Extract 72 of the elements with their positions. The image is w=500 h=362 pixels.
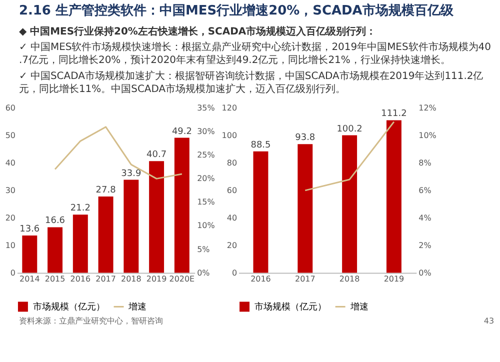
data-label: 111.2: [381, 109, 407, 120]
data-label: 40.7: [146, 150, 167, 160]
text: 43: [484, 316, 494, 326]
y-tick-label: 30: [5, 186, 16, 195]
y2-tick-label: 10%: [197, 221, 216, 230]
y2-tick-label: 6%: [418, 186, 432, 195]
x-tick-label: 2017: [96, 274, 116, 284]
legend-label: 增速: [349, 302, 368, 313]
data-label: 49.2: [172, 126, 192, 137]
bar: [298, 144, 313, 273]
data-label: 93.8: [295, 133, 316, 144]
y-tick-label: 40: [5, 158, 16, 168]
x-tick-label: 2018: [121, 274, 142, 284]
y-tick-label: 120: [222, 104, 238, 113]
data-label: 27.8: [96, 185, 116, 196]
y-tick-label: 100: [222, 131, 238, 140]
y2-tick-label: 30%: [197, 127, 216, 136]
data-label: 33.9: [121, 168, 142, 179]
x-tick-label: 2019: [384, 274, 404, 284]
data-label: 88.5: [250, 140, 271, 150]
y2-tick-label: 8%: [418, 158, 432, 168]
x-tick-label: 2015: [44, 274, 66, 284]
bar: [48, 227, 63, 273]
x-tick-label: 2020E: [169, 274, 195, 284]
bar: [98, 196, 114, 273]
bar: [174, 138, 190, 273]
y2-tick-label: 35%: [197, 104, 216, 113]
y2-tick-label: 0%: [418, 268, 432, 278]
x-tick-label: 2014: [20, 274, 40, 284]
y-tick-label: 20: [5, 213, 16, 222]
text: ✓ 中国MES软件市场规模快速增长：根据立鼎产业研究中心统计数据，2019年中国MES软件市场规模为40.7亿元，同比增长20%，预计2020年末有望达到49.2亿元，同比增长21%，行业保持快速增长。: [18, 41, 491, 66]
y2-tick-label: 0%: [197, 268, 210, 278]
text: ◆ 中国MES行业保持20%左右快速增长，SCADA市场规模迈入百亿级别行列：: [18, 25, 376, 38]
y-tick-label: 40: [226, 213, 238, 222]
y-tick-label: 60: [226, 186, 238, 195]
x-tick-label: 2019: [146, 274, 167, 284]
y2-tick-label: 10%: [418, 131, 437, 140]
legend-label: 市场规模（亿元）: [254, 302, 326, 313]
y2-tick-label: 25%: [197, 150, 216, 160]
y-tick-label: 0: [10, 268, 16, 278]
text: 资料来源：立鼎产业研究中心，智研咨询: [18, 316, 163, 326]
legend-label: 增速: [128, 302, 147, 313]
bar: [342, 135, 358, 273]
text: 2.16 生产管控类软件：中国MES行业增速20%，SCADA市场规模百亿级: [18, 2, 454, 18]
y2-tick-label: 2%: [418, 240, 432, 250]
y-tick-label: 20: [226, 240, 238, 250]
data-label: 100.2: [336, 124, 362, 134]
data-label: 21.2: [70, 204, 90, 214]
bar: [253, 151, 268, 273]
y2-tick-label: 4%: [418, 213, 432, 222]
data-label: 13.6: [20, 224, 40, 234]
bar: [124, 180, 139, 273]
y-tick-label: 50: [5, 131, 16, 140]
y-tick-label: 60: [5, 104, 16, 113]
text: ✓ 中国SCADA市场规模加速扩大：根据智研咨询统计数据，中国SCADA市场规模在2019年达到111.2亿元，同比增长11%。中国SCADA市场规模加速扩大，迈入百亿级别行列。: [18, 70, 484, 96]
x-tick-label: 2016: [70, 274, 91, 284]
y2-tick-label: 5%: [197, 244, 210, 254]
x-tick-label: 2017: [295, 274, 316, 284]
y-tick-label: 0: [232, 268, 238, 278]
bar: [22, 235, 38, 273]
x-tick-label: 2016: [250, 274, 271, 284]
legend-label: 市场规模（亿元）: [32, 302, 105, 313]
x-tick-label: 2018: [339, 274, 360, 284]
y2-tick-label: 15%: [197, 198, 216, 207]
y2-tick-label: 12%: [418, 104, 437, 113]
bar: [386, 120, 402, 273]
data-label: 16.6: [45, 216, 66, 226]
y-tick-label: 10: [5, 240, 16, 250]
y-tick-label: 80: [226, 158, 238, 168]
bar: [149, 161, 164, 273]
y2-tick-label: 20%: [197, 174, 216, 184]
bar: [72, 214, 88, 273]
